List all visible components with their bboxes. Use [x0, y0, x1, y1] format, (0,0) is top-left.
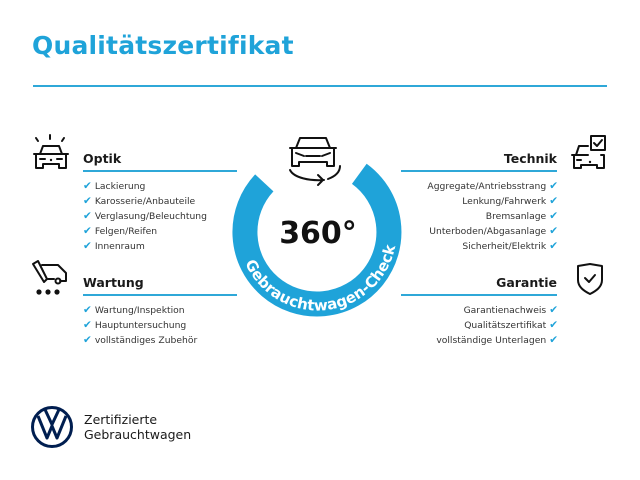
optik-list: ✔ Lackierung ✔ Karosserie/Anbauteile ✔ Verg… — [83, 179, 207, 254]
check-icon: ✔ — [83, 304, 92, 316]
list-item: ✔ Lackierung — [83, 180, 146, 192]
list-item: ✔ Hauptuntersuchung — [83, 319, 187, 331]
section-divider — [401, 294, 557, 296]
title-divider — [33, 85, 607, 87]
list-item: vollständige Unterlagen ✔ — [436, 334, 558, 346]
list-item: ✔ Felgen/Reifen — [83, 225, 158, 237]
check-icon: ✔ — [83, 225, 92, 237]
check-icon: ✔ — [83, 180, 92, 192]
section-divider — [83, 294, 237, 296]
list-item: Sicherheit/Elektrik ✔ — [462, 240, 558, 252]
360-label: 360° — [279, 216, 357, 251]
section-title-technik: Technik — [503, 151, 557, 166]
car-checkbox-icon — [571, 135, 606, 169]
check-icon: ✔ — [549, 319, 558, 331]
vw-logo — [31, 406, 73, 448]
list-item: Lenkung/Fahrwerk ✔ — [462, 195, 558, 207]
page-title: Qualitätszertifikat — [32, 31, 294, 60]
list-item: ✔ Wartung/Inspektion — [83, 304, 185, 316]
check-icon: ✔ — [549, 304, 558, 316]
car-rotate-icon — [289, 137, 341, 186]
car-lights-icon — [33, 134, 69, 169]
list-item: Qualitätszertifikat ✔ — [464, 319, 558, 331]
check-icon: ✔ — [83, 195, 92, 207]
section-title-optik: Optik — [83, 151, 122, 166]
list-item: ✔ vollständiges Zubehör — [83, 334, 198, 346]
check-icon: ✔ — [83, 319, 92, 331]
wartung-list: ✔ Wartung/Inspektion ✔ Hauptuntersuchung ✔… — [83, 303, 197, 348]
shield-check-icon — [577, 263, 603, 295]
brand-label: Zertifizierte Gebrauchtwagen — [84, 412, 192, 442]
section-title-wartung: Wartung — [83, 275, 144, 290]
check-icon: ✔ — [83, 334, 92, 346]
check-icon: ✔ — [549, 210, 558, 222]
list-item: ✔ Karosserie/Anbauteile — [83, 195, 196, 207]
check-icon: ✔ — [83, 210, 92, 222]
service-truck-icon — [32, 260, 67, 295]
list-item: Bremsanlage ✔ — [485, 210, 558, 222]
check-icon: ✔ — [549, 180, 558, 192]
check-icon: ✔ — [549, 225, 558, 237]
list-item: ✔ Verglasung/Beleuchtung — [83, 210, 207, 222]
check-icon: ✔ — [549, 240, 558, 252]
section-title-garantie: Garantie — [496, 275, 557, 290]
check-icon: ✔ — [83, 240, 92, 252]
section-divider — [83, 170, 237, 172]
list-item: Garantienachweis ✔ — [463, 304, 558, 316]
section-divider — [401, 170, 557, 172]
technik-list: Aggregate/Antriebsstrang ✔ Lenkung/Fahrwe… — [380, 179, 558, 254]
garantie-list: Garantienachweis ✔ Qualitätszertifikat ✔ v… — [380, 303, 558, 348]
check-icon: ✔ — [549, 195, 558, 207]
list-item: ✔ Innenraum — [83, 240, 145, 252]
list-item: Aggregate/Antriebsstrang ✔ — [427, 180, 558, 192]
check-icon: ✔ — [549, 334, 558, 346]
list-item: Unterboden/Abgasanlage ✔ — [429, 225, 558, 237]
